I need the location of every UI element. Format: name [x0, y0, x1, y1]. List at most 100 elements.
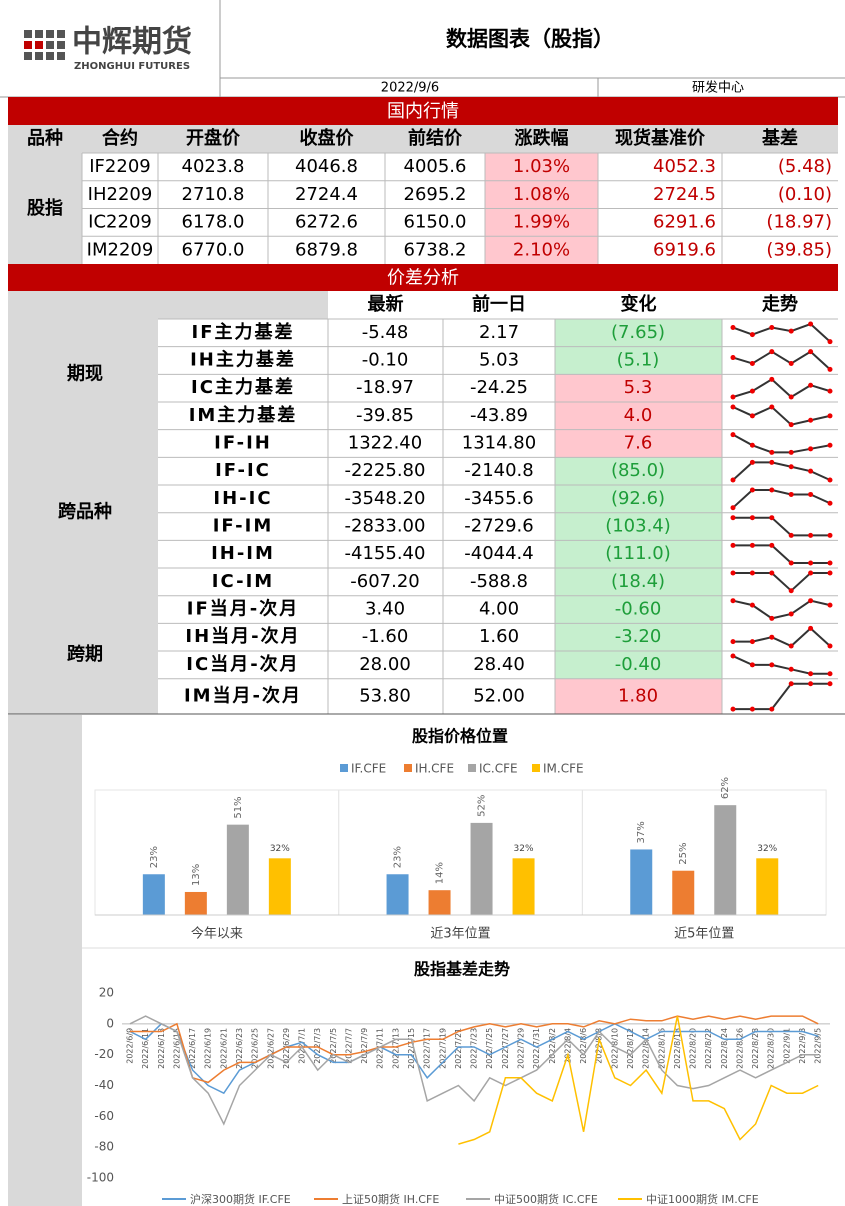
change-cell	[555, 429, 722, 458]
sparkline-point	[749, 639, 755, 645]
y-tick-label: 20	[99, 986, 114, 1000]
spread-name: IM主力基差	[189, 404, 298, 426]
sparkline-point	[769, 662, 775, 668]
sparkline-point	[788, 611, 794, 617]
sparkline-point	[827, 643, 833, 649]
column-header: 收盘价	[300, 127, 355, 149]
column-header: 最新	[368, 293, 404, 315]
cell: 2724.4	[295, 184, 358, 205]
value-label: 62%	[720, 777, 731, 799]
cell: (18.97)	[766, 212, 832, 233]
x-tick-label: 2022/9/5	[814, 1028, 823, 1064]
cell: 1.03%	[513, 156, 570, 177]
change: 7.6	[624, 433, 653, 454]
spread-name: IF当月-次月	[187, 598, 299, 620]
sparkline-point	[808, 446, 814, 452]
previous: -24.25	[470, 377, 528, 398]
sparkline	[733, 544, 830, 565]
value-label: 51%	[233, 796, 244, 818]
sparkline-point	[808, 570, 814, 576]
spread-name: IH-IM	[211, 543, 275, 564]
cell: 1.99%	[513, 212, 570, 233]
x-tick-label: 近5年位置	[674, 927, 734, 942]
sparkline-point	[769, 349, 775, 355]
sparkline-point	[749, 706, 755, 712]
sparkline-point	[730, 515, 736, 521]
sparkline-point	[730, 404, 736, 410]
sparkline-point	[827, 671, 833, 677]
x-tick-label: 2022/7/15	[407, 1028, 416, 1069]
previous: 1314.80	[462, 433, 536, 454]
previous: 1.60	[479, 626, 519, 647]
column-header: 基差	[761, 127, 798, 149]
sparkline-point	[827, 413, 833, 419]
section-bar	[8, 97, 838, 125]
sparkline-point	[769, 404, 775, 410]
change: (111.0)	[605, 543, 671, 564]
previous: 4.00	[479, 599, 519, 620]
change: (7.65)	[611, 322, 665, 343]
sparkline-point	[808, 321, 814, 327]
value-label: 25%	[678, 842, 689, 864]
sparkline-point	[730, 355, 736, 361]
bar	[512, 858, 535, 915]
sparkline-point	[808, 598, 814, 604]
report-date: 2022/9/6	[381, 81, 439, 96]
sparkline-point	[749, 360, 755, 366]
value-label: 32%	[514, 844, 534, 854]
sparkline-point	[808, 625, 814, 631]
legend-swatch	[532, 764, 540, 772]
x-tick-label: 2022/7/27	[501, 1028, 510, 1069]
spread-name: IH主力基差	[190, 349, 296, 371]
sparkline-point	[827, 388, 833, 394]
change: 1.80	[618, 685, 658, 706]
x-tick-label: 2022/8/2	[548, 1028, 557, 1064]
column-header: 开盘价	[186, 127, 241, 149]
previous: -43.89	[470, 405, 528, 426]
spread-name: IH-IC	[213, 488, 272, 509]
change-cell	[555, 485, 722, 513]
sparkline-point	[749, 459, 755, 465]
cell: 6770.0	[182, 239, 245, 260]
sparkline-point	[808, 349, 814, 355]
legend-label: 中证500期货 IC.CFE	[494, 1192, 598, 1206]
latest: -1.60	[362, 626, 409, 647]
cell: 6291.6	[653, 212, 716, 233]
series-line	[458, 1015, 819, 1145]
chart-title: 股指价格位置	[412, 727, 508, 746]
column-header: 品种	[27, 127, 63, 149]
logo-subtext: ZHONGHUI FUTURES	[74, 61, 190, 72]
cell: 4046.8	[295, 156, 358, 177]
latest: -2225.80	[345, 460, 426, 481]
side-strip	[8, 715, 82, 1206]
x-tick-label: 2022/8/12	[626, 1028, 635, 1069]
spread-name: IF-IC	[215, 460, 271, 481]
series-line	[129, 1015, 819, 1126]
sparkline-point	[769, 325, 775, 331]
sparkline-point	[749, 413, 755, 419]
latest: -607.20	[350, 571, 419, 592]
sparkline-point	[730, 598, 736, 604]
sparkline-point	[749, 602, 755, 608]
x-tick-label: 2022/8/16	[657, 1028, 666, 1069]
x-tick-label: 2022/7/21	[454, 1028, 463, 1069]
x-tick-label: 2022/7/17	[423, 1028, 432, 1069]
sparkline	[732, 405, 831, 426]
value-label: 23%	[393, 846, 404, 868]
sparkline-point	[749, 570, 755, 576]
change: (103.4)	[605, 516, 671, 537]
sparkline-point	[769, 570, 775, 576]
sparkline-point	[808, 681, 814, 687]
x-tick-label: 2022/6/13	[157, 1028, 166, 1069]
cell: 1.08%	[513, 184, 570, 205]
cell: 6150.0	[404, 212, 467, 233]
previous: 2.17	[479, 322, 519, 343]
bar	[630, 849, 653, 915]
x-tick-label: 2022/6/9	[126, 1028, 135, 1064]
legend-label: IF.CFE	[351, 762, 386, 776]
spread-name: IC-IM	[212, 571, 274, 592]
series-line	[130, 1015, 819, 1084]
sparkline-point	[788, 643, 794, 649]
sparkline-point	[749, 442, 755, 448]
sparkline-point	[808, 671, 814, 677]
